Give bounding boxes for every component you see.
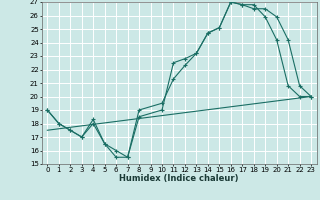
X-axis label: Humidex (Indice chaleur): Humidex (Indice chaleur) xyxy=(119,174,239,183)
